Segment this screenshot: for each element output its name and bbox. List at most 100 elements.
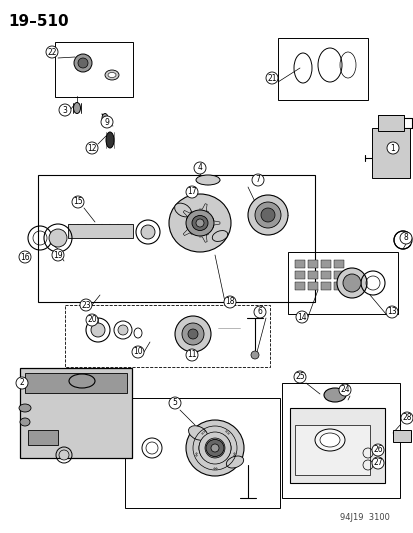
Ellipse shape: [69, 374, 95, 388]
Text: 3: 3: [62, 106, 67, 115]
Circle shape: [342, 274, 360, 292]
Text: 26: 26: [372, 446, 382, 455]
Circle shape: [338, 384, 350, 396]
Bar: [377, 115, 403, 131]
Circle shape: [199, 432, 230, 464]
Ellipse shape: [20, 418, 30, 426]
Bar: [307, 271, 317, 279]
Text: 7: 7: [255, 175, 260, 184]
Text: 18: 18: [225, 297, 234, 306]
Text: 24: 24: [339, 385, 349, 394]
Ellipse shape: [19, 404, 31, 412]
Bar: [307, 282, 317, 290]
Bar: [289, 408, 384, 483]
Text: 2: 2: [19, 378, 24, 387]
Ellipse shape: [174, 203, 191, 217]
Ellipse shape: [106, 132, 114, 148]
Text: 16: 16: [20, 253, 30, 262]
Ellipse shape: [314, 429, 344, 451]
Text: 1: 1: [390, 143, 394, 152]
Circle shape: [185, 349, 197, 361]
Ellipse shape: [169, 194, 230, 252]
Bar: [333, 282, 343, 290]
Bar: [307, 260, 317, 268]
Bar: [68, 224, 133, 238]
Text: 23: 23: [81, 301, 90, 310]
Text: 11: 11: [187, 351, 196, 359]
Bar: [38, 175, 314, 302]
Circle shape: [188, 329, 197, 339]
Circle shape: [175, 316, 211, 352]
Ellipse shape: [102, 114, 108, 123]
Circle shape: [74, 54, 92, 72]
Ellipse shape: [323, 388, 345, 402]
Bar: [287, 252, 397, 314]
Bar: [125, 398, 279, 508]
Circle shape: [371, 444, 383, 456]
Ellipse shape: [226, 456, 243, 468]
Bar: [294, 271, 304, 279]
Circle shape: [101, 116, 113, 128]
Bar: [320, 260, 330, 268]
Text: 94J19  3100: 94J19 3100: [339, 513, 389, 522]
Circle shape: [399, 232, 411, 244]
Text: 8: 8: [403, 233, 407, 243]
Circle shape: [185, 186, 197, 198]
Circle shape: [16, 377, 28, 389]
Circle shape: [59, 104, 71, 116]
Bar: [294, 425, 369, 475]
Circle shape: [252, 174, 263, 186]
Ellipse shape: [185, 210, 214, 236]
Bar: [333, 271, 343, 279]
Text: 6: 6: [257, 308, 262, 317]
Circle shape: [295, 311, 307, 323]
Text: 13: 13: [386, 308, 396, 317]
Circle shape: [86, 142, 98, 154]
Bar: [277, 38, 367, 100]
Circle shape: [78, 58, 88, 68]
Circle shape: [86, 314, 98, 326]
Text: 12: 12: [87, 143, 97, 152]
Circle shape: [182, 323, 204, 345]
Ellipse shape: [195, 175, 219, 185]
Ellipse shape: [319, 433, 339, 447]
Circle shape: [91, 323, 105, 337]
Circle shape: [336, 268, 366, 298]
Text: 17: 17: [187, 188, 196, 197]
Bar: [320, 282, 330, 290]
Ellipse shape: [105, 70, 119, 80]
Bar: [55, 42, 133, 97]
Circle shape: [169, 397, 180, 409]
Circle shape: [247, 195, 287, 235]
Ellipse shape: [192, 215, 207, 230]
Circle shape: [250, 351, 259, 359]
Bar: [65, 305, 269, 367]
Circle shape: [132, 346, 144, 358]
Circle shape: [386, 142, 398, 154]
Ellipse shape: [206, 440, 223, 456]
Circle shape: [254, 202, 280, 228]
Circle shape: [118, 325, 128, 335]
Circle shape: [59, 450, 69, 460]
Ellipse shape: [199, 433, 230, 463]
Ellipse shape: [195, 219, 204, 227]
Text: 22: 22: [47, 47, 57, 56]
Circle shape: [266, 72, 277, 84]
Text: 20: 20: [87, 316, 97, 325]
Circle shape: [49, 229, 67, 247]
Circle shape: [223, 296, 235, 308]
Text: 10: 10: [133, 348, 142, 357]
Text: 25: 25: [294, 373, 304, 382]
Bar: [281, 383, 399, 498]
Circle shape: [19, 251, 31, 263]
Bar: [294, 282, 304, 290]
Ellipse shape: [185, 420, 243, 476]
Circle shape: [204, 438, 224, 458]
Circle shape: [293, 371, 305, 383]
Circle shape: [194, 162, 206, 174]
Text: 21: 21: [267, 74, 276, 83]
Text: 4: 4: [197, 164, 202, 173]
Circle shape: [52, 249, 64, 261]
Bar: [320, 271, 330, 279]
Bar: [371, 128, 409, 178]
